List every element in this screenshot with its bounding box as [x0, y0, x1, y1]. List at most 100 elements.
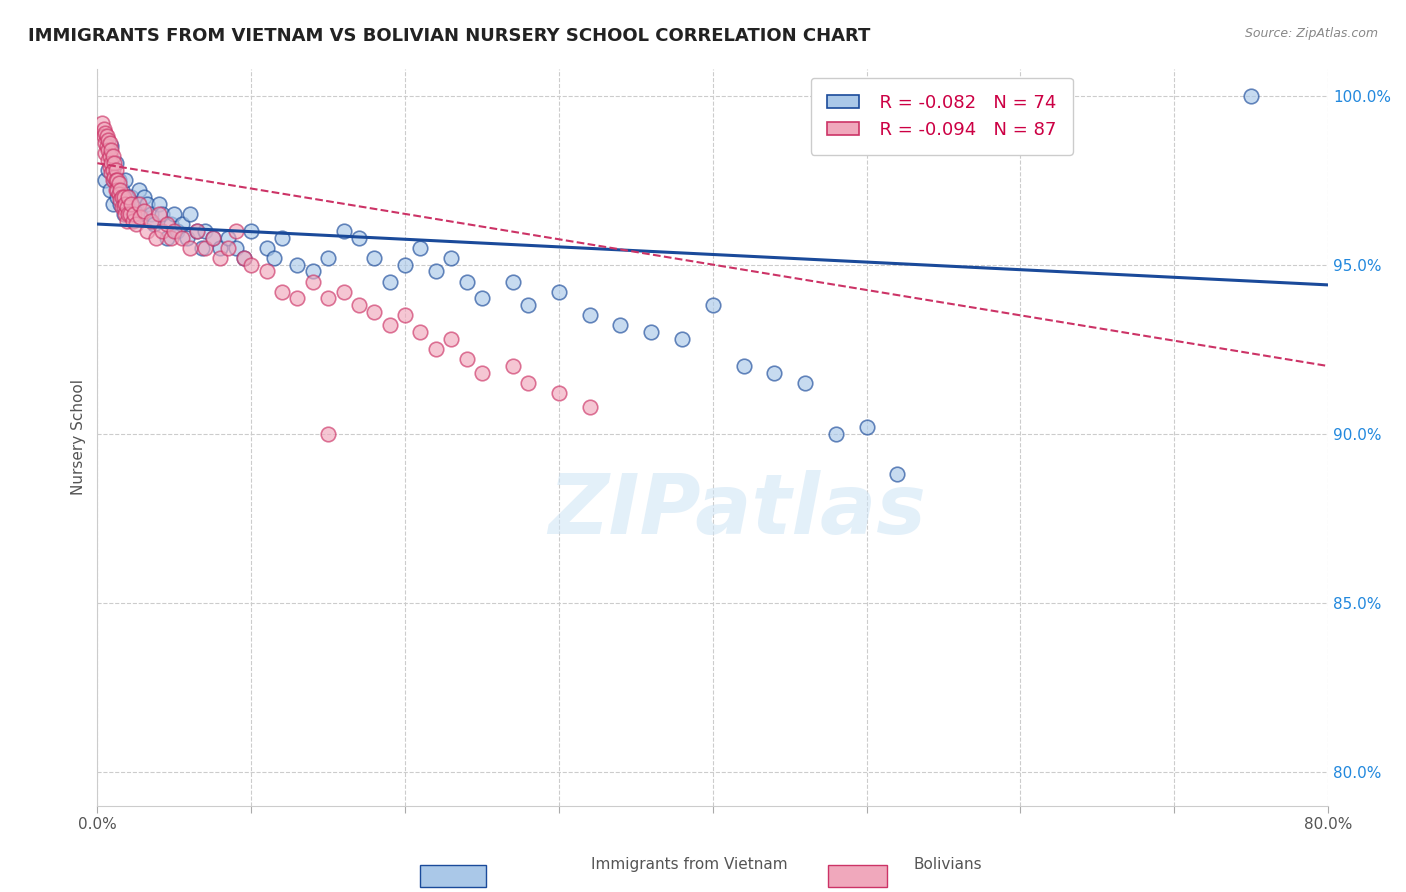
Point [578, 309, 600, 323]
Point [191, 241, 214, 255]
Point [118, 207, 141, 221]
Point [201, 230, 224, 244]
Text: Bolivians: Bolivians [914, 857, 983, 872]
Point [301, 275, 323, 289]
Point [378, 275, 401, 289]
Point [502, 275, 524, 289]
Point [121, 203, 143, 218]
Point [209, 251, 232, 265]
Point [111, 183, 134, 197]
Point [121, 213, 143, 227]
Point [217, 241, 239, 255]
Point [166, 224, 188, 238]
Point [240, 258, 263, 272]
Point [141, 213, 163, 227]
Point [115, 213, 138, 227]
Point [640, 325, 662, 339]
Point [409, 241, 432, 255]
Point [163, 224, 186, 238]
Point [209, 241, 232, 255]
Point [232, 251, 254, 265]
Point [671, 332, 693, 346]
Point [115, 190, 138, 204]
Point [609, 318, 631, 333]
Text: Immigrants from Vietnam: Immigrants from Vietnam [591, 857, 787, 872]
Point [103, 156, 125, 170]
Point [148, 207, 170, 221]
Point [105, 183, 128, 197]
Point [125, 217, 148, 231]
Point [135, 224, 157, 238]
Point [194, 224, 217, 238]
Point [91, 115, 114, 129]
Point [97, 143, 120, 157]
Point [886, 467, 908, 482]
Point [794, 376, 817, 390]
Point [271, 230, 294, 244]
Point [135, 196, 157, 211]
Point [100, 166, 122, 180]
Point [150, 224, 173, 238]
Point [100, 139, 122, 153]
Point [103, 169, 125, 184]
Point [170, 230, 193, 244]
Point [112, 200, 135, 214]
Point [129, 207, 152, 221]
Point [285, 258, 308, 272]
Point [94, 173, 117, 187]
Point [105, 190, 128, 204]
Point [425, 342, 447, 356]
Text: Source: ZipAtlas.com: Source: ZipAtlas.com [1244, 27, 1378, 40]
Point [108, 186, 131, 201]
Point [316, 292, 339, 306]
Point [128, 183, 150, 197]
Point [855, 420, 877, 434]
Point [440, 332, 463, 346]
Point [517, 298, 540, 312]
Point [256, 241, 278, 255]
Point [110, 196, 132, 211]
Point [347, 230, 370, 244]
Point [112, 190, 135, 204]
Point [100, 156, 122, 170]
Point [98, 160, 121, 174]
Point [425, 264, 447, 278]
Point [103, 173, 125, 187]
Point [101, 163, 124, 178]
Point [100, 143, 122, 157]
Point [97, 153, 120, 167]
Point [517, 376, 540, 390]
Point [108, 177, 131, 191]
Point [101, 173, 124, 187]
Point [143, 217, 166, 231]
Point [301, 264, 323, 278]
Point [128, 196, 150, 211]
Point [105, 173, 128, 187]
Text: IMMIGRANTS FROM VIETNAM VS BOLIVIAN NURSERY SCHOOL CORRELATION CHART: IMMIGRANTS FROM VIETNAM VS BOLIVIAN NURS… [28, 27, 870, 45]
Point [132, 190, 155, 204]
Point [1240, 88, 1263, 103]
Point [232, 251, 254, 265]
Point [101, 196, 124, 211]
Point [225, 241, 247, 255]
Point [98, 136, 121, 150]
Point [733, 359, 755, 373]
Point [240, 224, 263, 238]
Y-axis label: Nursery School: Nursery School [72, 379, 86, 495]
Point [124, 207, 146, 221]
Point [179, 207, 201, 221]
Point [160, 217, 183, 231]
Point [94, 136, 117, 150]
Point [114, 196, 136, 211]
Point [502, 359, 524, 373]
Point [141, 207, 163, 221]
Point [186, 224, 208, 238]
Text: ZIPatlas: ZIPatlas [548, 470, 927, 551]
Point [201, 230, 224, 244]
Point [93, 122, 115, 136]
Point [702, 298, 724, 312]
Point [548, 386, 571, 401]
Point [96, 139, 118, 153]
Point [111, 200, 134, 214]
Point [186, 224, 208, 238]
